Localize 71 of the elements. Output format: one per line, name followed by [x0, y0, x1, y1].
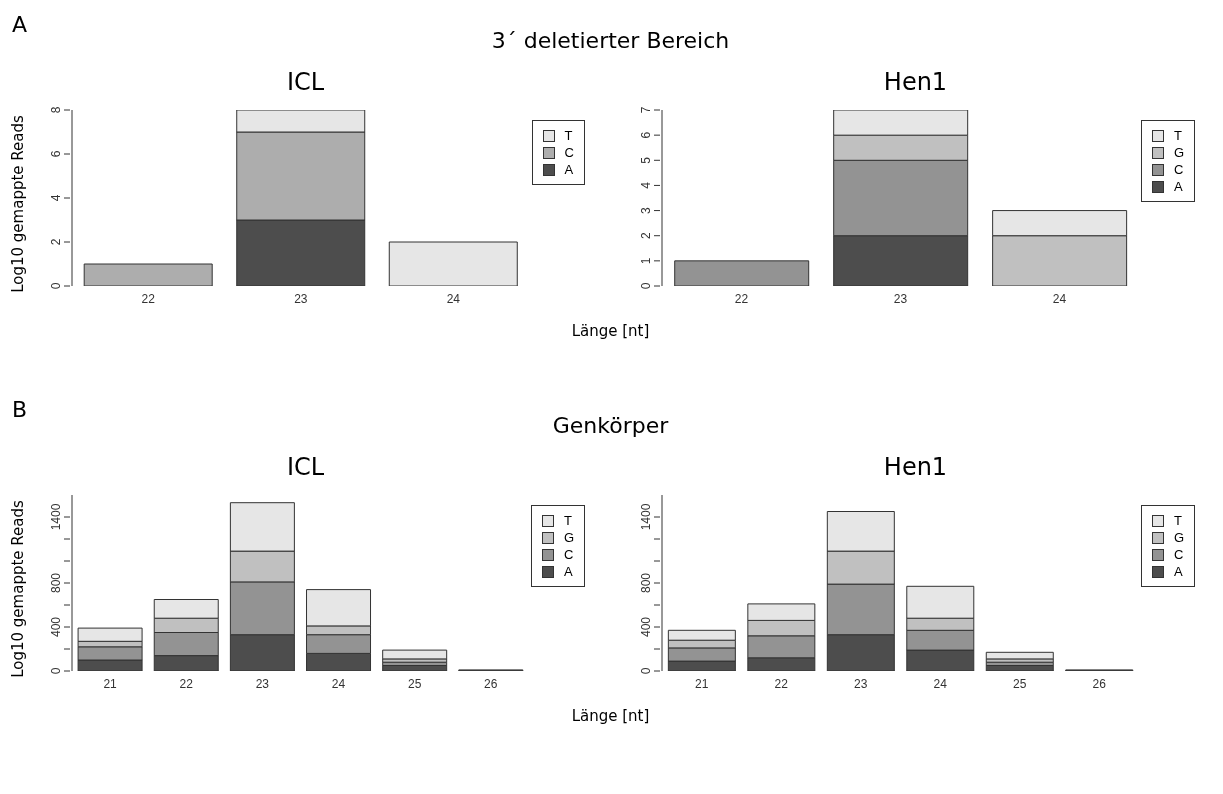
text: B [12, 397, 28, 422]
y-tick-label: 0 [49, 282, 63, 290]
y-tick-label: 1400 [49, 503, 63, 531]
y-tick-label: 800 [49, 572, 63, 594]
legend-label: A [1173, 563, 1183, 580]
chart-title: ICL [285, 68, 326, 98]
y-tick-label: 4 [639, 181, 653, 189]
legend-label: C [564, 144, 574, 161]
legend-label: G [1173, 144, 1184, 161]
chart-title: ICL [285, 453, 326, 483]
x-tick-label: 26 [1092, 676, 1107, 691]
x-tick-label: 23 [294, 291, 308, 306]
x-tick-label: 23 [893, 291, 908, 306]
x-tick-label: 25 [407, 676, 422, 691]
chart-title: Hen1 [882, 453, 949, 483]
legend-label: A [563, 563, 573, 580]
y-tick-label: 6 [639, 131, 653, 139]
legend-label: C [1173, 161, 1184, 178]
y-tick-label: 5 [639, 156, 653, 164]
x-tick-label: 24 [446, 291, 461, 306]
x-tick-label: 26 [484, 676, 498, 691]
y-axis-title: Log10 gemappte Reads [9, 500, 28, 678]
bar [388, 241, 518, 286]
y-tick-label: 800 [639, 572, 653, 594]
x-tick-label: 23 [854, 676, 868, 691]
y-tick-label: 0 [639, 667, 653, 675]
y-tick-label: 4 [49, 194, 63, 202]
y-tick-label: 1 [639, 257, 653, 265]
x-tick-label: 24 [933, 676, 948, 691]
legend-label: A [1173, 178, 1183, 195]
y-tick-label: 2 [49, 238, 63, 246]
legend-label: A [564, 161, 574, 178]
x-tick-label: 22 [734, 291, 749, 306]
legend-label: G [563, 529, 574, 546]
y-tick-label: 0 [639, 282, 653, 290]
text: A [12, 12, 28, 37]
legend-label: T [563, 512, 572, 529]
legend-label: C [1173, 546, 1184, 563]
y-tick-label: 3 [639, 206, 653, 214]
text: 3´ deletierter Bereich [491, 28, 730, 53]
legend-label: C [563, 546, 574, 563]
bar [382, 649, 448, 660]
chart-title: Hen1 [882, 68, 949, 98]
bar [985, 651, 1054, 660]
x-tick-label: 21 [695, 676, 709, 691]
x-tick-label: 24 [1052, 291, 1067, 306]
legend-label: G [1173, 529, 1184, 546]
text: Genkörper [552, 413, 669, 438]
legend-label: T [1173, 127, 1182, 144]
y-tick-label: 6 [49, 150, 63, 158]
x-tick-label: 21 [103, 676, 118, 691]
y-axis-title: Log10 gemappte Reads [9, 115, 28, 293]
y-tick-label: 8 [49, 106, 63, 114]
y-tick-label: 1400 [639, 503, 653, 531]
x-tick-label: 22 [179, 676, 194, 691]
x-tick-label: 24 [331, 676, 346, 691]
x-axis-title: Länge [nt] [570, 707, 651, 725]
x-tick-label: 23 [255, 676, 270, 691]
legend-label: T [1173, 512, 1182, 529]
y-tick-label: 7 [639, 106, 653, 114]
x-tick-label: 25 [1012, 676, 1027, 691]
x-tick-label: 22 [774, 676, 789, 691]
x-axis-title: Länge [nt] [570, 322, 651, 340]
bar [83, 263, 213, 286]
y-tick-label: 400 [639, 616, 653, 638]
x-tick-label: 22 [141, 291, 156, 306]
legend-label: T [564, 127, 573, 144]
bar [674, 260, 810, 286]
y-tick-label: 400 [49, 616, 63, 638]
y-tick-label: 2 [639, 232, 653, 240]
y-tick-label: 0 [49, 667, 63, 675]
